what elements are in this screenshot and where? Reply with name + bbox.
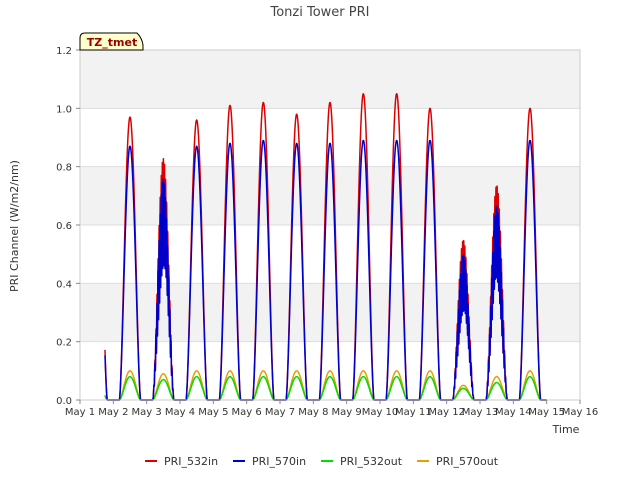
plot-band — [80, 283, 580, 342]
y-tick-label: 1.2 — [56, 46, 72, 57]
x-tick-label: May 2 — [98, 407, 128, 418]
y-tick-label: 0.2 — [56, 338, 72, 349]
y-tick-label: 0.0 — [56, 396, 72, 407]
x-tick-label: May 10 — [362, 407, 399, 418]
x-tick-label: May 15 — [528, 407, 565, 418]
x-tick-label: May 11 — [395, 407, 432, 418]
y-tick-label: 0.8 — [56, 163, 72, 174]
plot-band — [80, 225, 580, 284]
legend-item: PRI_532out — [321, 455, 403, 468]
x-tick-label: May 7 — [265, 407, 295, 418]
legend-label: PRI_532in — [164, 455, 218, 468]
x-tick-label: May 12 — [428, 407, 465, 418]
x-tick-label: May 1 — [65, 407, 95, 418]
legend-item: PRI_570out — [417, 455, 499, 468]
x-tick-label: May 14 — [495, 407, 532, 418]
x-tick-label: May 6 — [232, 407, 262, 418]
x-tick-label: May 5 — [198, 407, 228, 418]
legend-item: PRI_532in — [145, 455, 218, 468]
legend-item: PRI_570in — [233, 455, 306, 468]
legend-label: PRI_570in — [252, 455, 306, 468]
legend: PRI_532in PRI_570in PRI_532out PRI_570out — [145, 455, 499, 468]
plot-band — [80, 108, 580, 167]
y-axis-label: PRI Channel (W/m2/nm) — [8, 160, 21, 292]
plot-band — [80, 50, 580, 109]
site-badge-label: TZ_tmet — [87, 36, 137, 49]
y-tick-label: 1.0 — [56, 104, 72, 115]
x-tick-label: May 9 — [332, 407, 362, 418]
legend-label: PRI_570out — [436, 455, 499, 468]
y-tick-label: 0.4 — [56, 279, 72, 290]
x-tick-label: May 16 — [562, 407, 599, 418]
x-tick-label: May 3 — [132, 407, 162, 418]
x-tick-label: May 8 — [298, 407, 328, 418]
plot-band — [80, 166, 580, 225]
site-badge: TZ_tmet — [79, 32, 144, 51]
chart-title: Tonzi Tower PRI — [270, 5, 370, 20]
legend-label: PRI_532out — [340, 455, 403, 468]
x-tick-label: May 13 — [462, 407, 499, 418]
x-tick-label: May 4 — [165, 407, 195, 418]
y-tick-label: 0.6 — [56, 221, 72, 232]
x-axis-label: Time — [552, 423, 580, 436]
